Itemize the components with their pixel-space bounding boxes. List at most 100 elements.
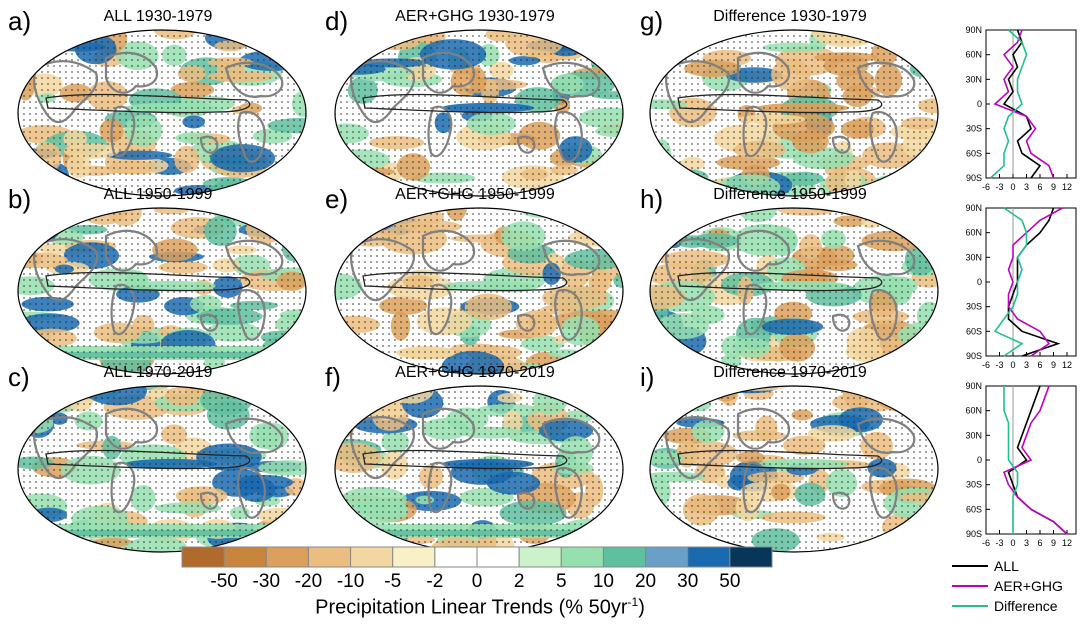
legend-item: ALL [952, 556, 1092, 576]
colorbar-box [518, 546, 562, 568]
y-tick-label: 30N [965, 252, 982, 262]
map-image [649, 207, 939, 375]
colorbar-title-text: Precipitation Linear Trends (% 50yr [315, 596, 628, 619]
panel-title: ALL 1950-1999 [103, 186, 213, 203]
x-tick-label: 0 [1010, 360, 1015, 370]
colorbar-label: -2 [426, 571, 444, 592]
legend-label: AER+GHG [994, 578, 1063, 594]
panel-letter: g) [640, 6, 664, 36]
y-tick-label: 0 [977, 277, 982, 287]
colorbar-label: 2 [513, 571, 525, 592]
colorbar-box [307, 546, 352, 568]
y-tick-label: 30S [966, 302, 982, 312]
panel-letter: f) [325, 362, 341, 392]
profile-chart: 90N 60N 30N 0 30S 60S 90S -6 -3 0 3 6 9 12 [948, 378, 1088, 554]
map-panel: f) AER+GHG 1970-2019 [325, 362, 625, 562]
map-panel: b) ALL 1950-1999 [8, 184, 308, 384]
y-tick-label: 30N [965, 430, 982, 440]
legend-swatch [952, 605, 988, 607]
panel-title: AER+GHG 1970-2019 [395, 364, 555, 381]
panel-title: ALL 1930-1979 [103, 8, 213, 25]
panel-letter: e) [325, 184, 349, 214]
series-line-difference [1003, 386, 1019, 534]
y-tick-label: 60N [965, 50, 982, 60]
map-panel: h) Difference 1950-1999 [640, 184, 940, 384]
series-line-aer-ghg [1002, 385, 1068, 535]
x-tick-label: 6 [1037, 182, 1042, 192]
y-tick-label: 60S [966, 504, 982, 514]
colorbar-box [223, 546, 267, 568]
colorbar-label: 50 [719, 571, 741, 592]
colorbar-label: 5 [555, 571, 567, 592]
x-tick-label: 9 [1051, 538, 1056, 548]
colorbar: -50 -30 -20 -10 -5 -2 0 2 5 10 20 30 50 Precipitatio… [180, 545, 780, 625]
colorbar-label: -50 [210, 571, 238, 592]
panel-letter: b) [8, 184, 32, 214]
colorbar-box [645, 546, 689, 568]
colorbar-box [687, 546, 731, 568]
y-tick-label: 60N [965, 228, 982, 238]
map-panel: e) AER+GHG 1950-1999 [325, 184, 625, 384]
map-image [17, 207, 307, 375]
map-panel: a) ALL 1930-1979 [8, 6, 308, 206]
profile-legend: ALL AER+GHG Difference [952, 556, 1092, 616]
colorbar-label: 20 [634, 571, 657, 592]
colorbar-boxes [181, 546, 773, 568]
profile-frame [985, 29, 1077, 179]
legend-swatch [952, 565, 988, 567]
map-panel: g) Difference 1930-1979 [640, 6, 940, 206]
y-tick-label: 60S [966, 148, 982, 158]
colorbar-box [350, 546, 394, 568]
y-tick-label: 0 [977, 455, 982, 465]
colorbar-label: -10 [336, 571, 365, 592]
panel-title: ALL 1970-2019 [103, 364, 213, 381]
colorbar-title: Precipitation Linear Trends (% 50yr-1) [180, 595, 780, 620]
y-tick-label: 90S [966, 529, 982, 539]
map-panel: i) Difference 1970-2019 [640, 362, 940, 562]
y-tick-label: 30S [966, 480, 982, 490]
legend-item: AER+GHG [952, 576, 1092, 596]
panel-title: Difference 1970-2019 [713, 364, 867, 381]
colorbar-label: 0 [471, 571, 483, 592]
colorbar-box [181, 546, 225, 568]
colorbar-label: -20 [294, 571, 323, 592]
series-line-difference [989, 29, 1028, 179]
colorbar-labels: -50 -30 -20 -10 -5 -2 0 2 5 10 20 30 50 [180, 571, 780, 595]
map-image [649, 385, 939, 553]
x-tick-label: 9 [1051, 360, 1056, 370]
map-image [17, 29, 307, 197]
x-tick-label: -3 [995, 538, 1003, 548]
panel-letter: i) [640, 362, 655, 392]
series-line-all [1002, 29, 1042, 179]
colorbar-label: 10 [592, 571, 614, 592]
colorbar-title-sup: -1 [627, 595, 639, 609]
colorbar-label: -5 [384, 571, 402, 592]
colorbar-box [434, 546, 478, 568]
panel-title: AER+GHG 1950-1999 [395, 186, 555, 203]
colorbar-box [729, 546, 773, 568]
map-image [334, 207, 624, 375]
y-tick-label: 90S [966, 173, 982, 183]
panel-letter: d) [325, 6, 349, 36]
y-tick-label: 30N [965, 74, 982, 84]
x-tick-label: -6 [982, 360, 990, 370]
map-image [649, 29, 939, 197]
x-tick-label: 6 [1037, 538, 1042, 548]
panel-letter: a) [8, 6, 32, 36]
x-tick-label: -6 [982, 538, 990, 548]
y-tick-label: 30S [966, 124, 982, 134]
y-tick-label: 0 [977, 99, 982, 109]
profile-chart: 90N 60N 30N 0 30S 60S 90S -6 -3 0 3 6 9 12 [948, 22, 1088, 198]
x-tick-label: -3 [995, 182, 1003, 192]
panel-letter: c) [8, 362, 30, 392]
legend-label: Difference [994, 598, 1058, 614]
y-tick-label: 90N [965, 25, 982, 35]
y-tick-label: 90N [965, 381, 982, 391]
x-tick-label: 12 [1062, 538, 1072, 548]
series-line-aer-ghg [993, 29, 1055, 179]
y-tick-label: 60N [965, 406, 982, 416]
panel-title: Difference 1950-1999 [713, 186, 867, 203]
x-tick-label: 12 [1062, 182, 1072, 192]
